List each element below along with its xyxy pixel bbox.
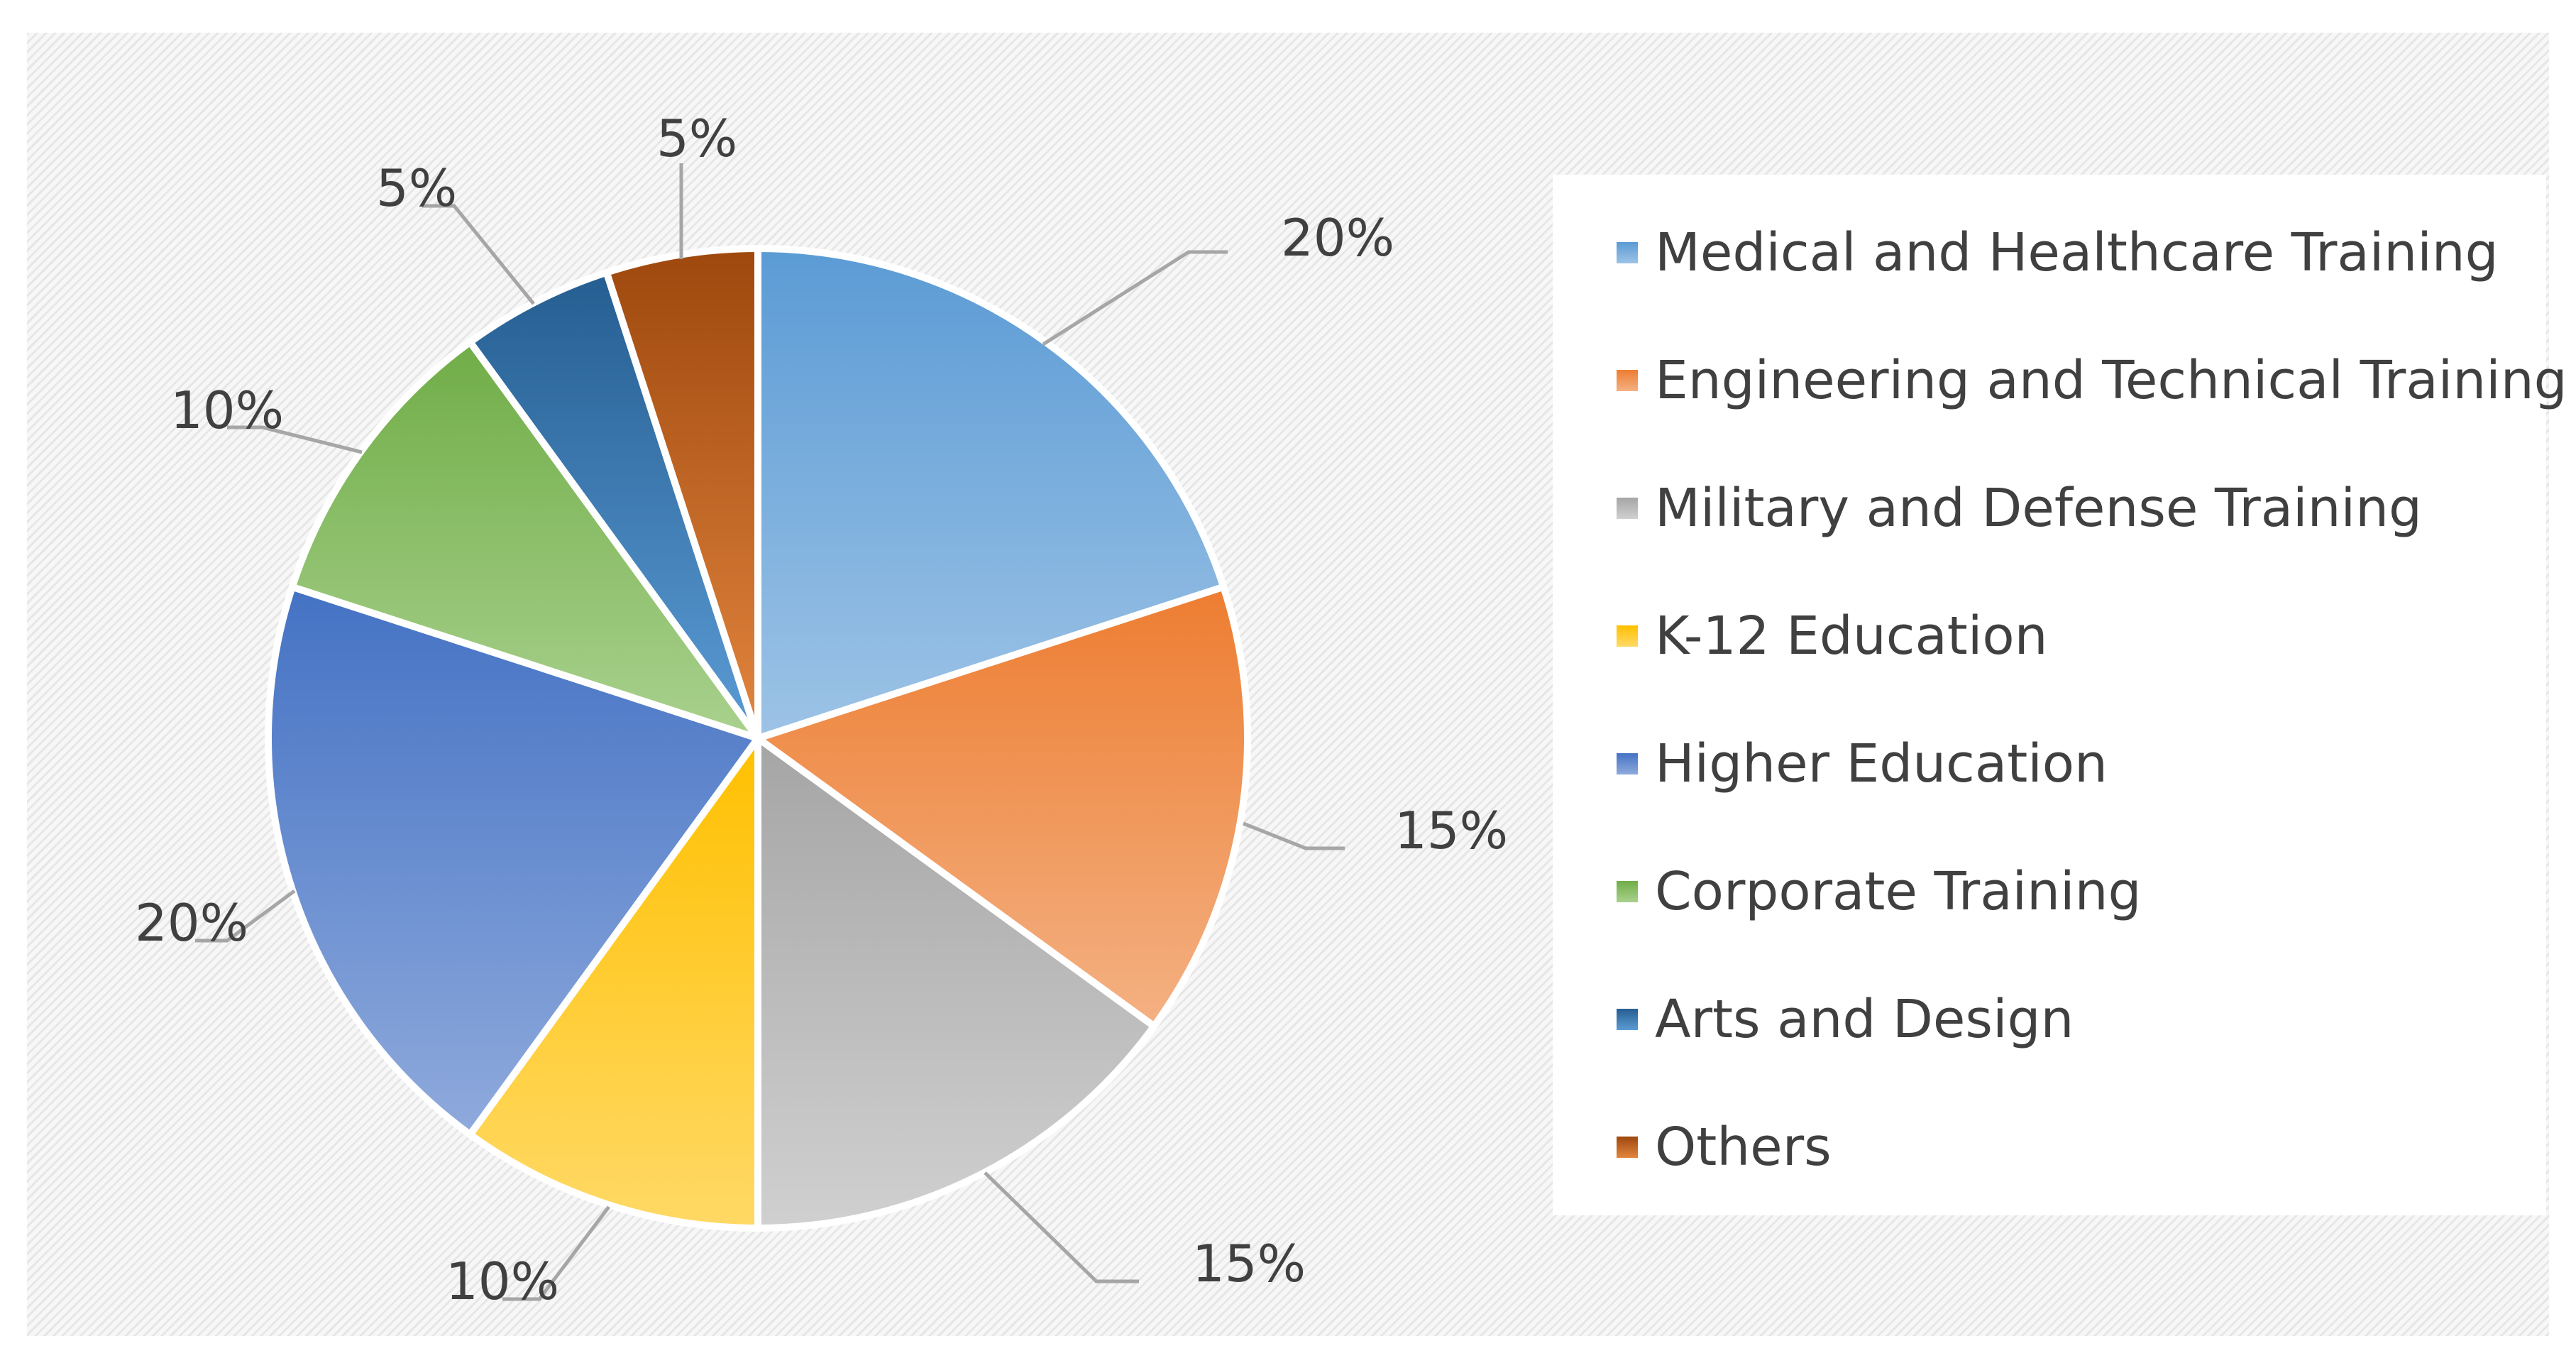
legend-item: Military and Defense Training bbox=[1617, 473, 2422, 544]
leader-line bbox=[422, 204, 535, 305]
legend-item: K-12 Education bbox=[1617, 601, 2048, 672]
legend: Medical and Healthcare Training Engineeri… bbox=[1553, 175, 2567, 1215]
legend-item: Corporate Training bbox=[1617, 856, 2141, 927]
data-label: 15% bbox=[1192, 1234, 1306, 1293]
legend-label: Arts and Design bbox=[1655, 989, 2074, 1050]
legend-swatch bbox=[1617, 881, 1638, 902]
legend-swatch bbox=[1617, 1137, 1638, 1158]
legend-label: Corporate Training bbox=[1655, 861, 2142, 922]
pie-slice-higher-education bbox=[265, 583, 761, 1139]
data-label: 10% bbox=[446, 1252, 559, 1311]
legend-label: K-12 Education bbox=[1655, 606, 2048, 667]
data-label: 15% bbox=[1394, 801, 1508, 860]
legend-item: Higher Education bbox=[1617, 728, 2108, 799]
legend-label: Military and Defense Training bbox=[1655, 478, 2422, 539]
legend-swatch bbox=[1617, 1009, 1638, 1030]
chart-area: Medical and Healthcare Training Engineeri… bbox=[27, 33, 2567, 1336]
leader-line bbox=[195, 889, 296, 943]
leader-line bbox=[1042, 250, 1228, 346]
data-label: 20% bbox=[1281, 208, 1394, 268]
legend-swatch bbox=[1617, 498, 1638, 519]
legend-label: Medical and Healthcare Training bbox=[1655, 222, 2499, 283]
legend-swatch bbox=[1617, 242, 1638, 263]
pie-slice-arts-and-design bbox=[466, 268, 761, 742]
legend-label: Others bbox=[1655, 1117, 1832, 1178]
data-label: 20% bbox=[135, 893, 248, 953]
leader-line bbox=[227, 425, 363, 454]
legend-item: Medical and Healthcare Training bbox=[1617, 217, 2499, 288]
data-label: 5% bbox=[376, 158, 457, 218]
leader-line bbox=[1243, 821, 1345, 850]
data-label: 5% bbox=[656, 109, 737, 168]
legend-swatch bbox=[1617, 625, 1638, 647]
legend-item: Arts and Design bbox=[1617, 984, 2074, 1055]
pie-slice-military-and-defense-training bbox=[754, 735, 1158, 1232]
data-label: 10% bbox=[170, 381, 284, 440]
legend-item: Others bbox=[1617, 1112, 1832, 1183]
leader-line bbox=[984, 1171, 1139, 1283]
legend-item: Engineering and Technical Training bbox=[1617, 345, 2567, 416]
pie-slice-engineering-and-technical-training bbox=[754, 583, 1251, 1030]
legend-label: Higher Education bbox=[1655, 733, 2108, 794]
legend-swatch bbox=[1617, 370, 1638, 391]
pie-slice-k-12-education bbox=[466, 735, 761, 1232]
legend-label: Engineering and Technical Training bbox=[1655, 350, 2567, 411]
legend-swatch bbox=[1617, 753, 1638, 774]
leader-line bbox=[502, 1205, 610, 1301]
